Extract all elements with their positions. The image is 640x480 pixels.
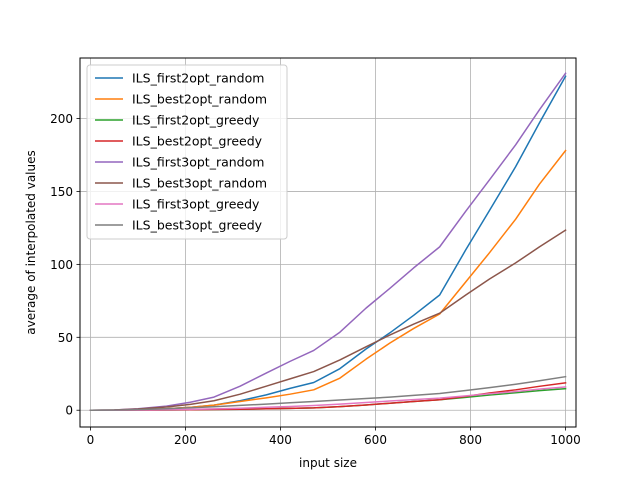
series-lines xyxy=(89,72,567,411)
x-tick-label: 200 xyxy=(174,433,197,447)
legend-entry: ILS_best2opt_random xyxy=(132,92,267,107)
legend-entry: ILS_first3opt_greedy xyxy=(132,197,260,212)
y-tick-label: 200 xyxy=(50,112,73,126)
y-tick-label: 50 xyxy=(58,331,73,345)
x-axis-label: input size xyxy=(299,456,357,470)
legend-entry: ILS_best2opt_greedy xyxy=(132,134,263,149)
y-tick-label: 150 xyxy=(50,185,73,199)
series-line xyxy=(89,375,567,411)
legend-entry: ILS_first2opt_greedy xyxy=(132,113,260,128)
legend-entry: ILS_best3opt_random xyxy=(132,176,267,191)
axis-ticks: 0 200 400 600 800 1000 0 50 100 150 200 xyxy=(50,112,581,447)
x-tick-label: 1000 xyxy=(550,433,581,447)
legend-box xyxy=(86,64,288,240)
y-tick-label: 100 xyxy=(50,258,73,272)
series-line xyxy=(89,386,567,411)
legend-entry: ILS_best3opt_greedy xyxy=(132,218,263,233)
plot-frame xyxy=(79,57,577,428)
x-tick-label: 400 xyxy=(269,433,292,447)
x-tick-label: 0 xyxy=(87,433,95,447)
y-tick-label: 0 xyxy=(65,404,73,418)
series-line xyxy=(89,72,567,411)
legend: ILS_first2opt_random ILS_best2opt_random I… xyxy=(86,64,288,240)
legend-entry: ILS_first2opt_random xyxy=(132,71,264,86)
series-line xyxy=(89,229,567,411)
legend-entry: ILS_first3opt_random xyxy=(132,155,264,170)
y-axis-label: average of interpolated values xyxy=(24,150,38,334)
x-tick-label: 800 xyxy=(459,433,482,447)
x-tick-label: 600 xyxy=(364,433,387,447)
